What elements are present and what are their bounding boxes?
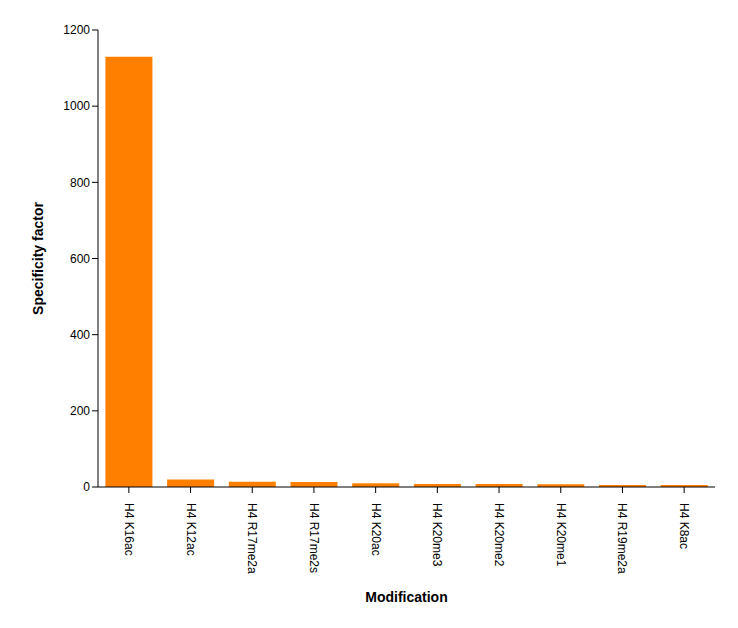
svg-text:H4 K16ac: H4 K16ac xyxy=(122,503,136,556)
svg-text:H4 K20me2: H4 K20me2 xyxy=(492,503,506,567)
svg-text:600: 600 xyxy=(70,252,90,266)
svg-text:H4 K20me1: H4 K20me1 xyxy=(554,503,568,567)
svg-text:1200: 1200 xyxy=(63,23,90,37)
svg-text:Modification: Modification xyxy=(365,589,447,605)
svg-text:H4 K20me3: H4 K20me3 xyxy=(430,503,444,567)
svg-text:H4 K20ac: H4 K20ac xyxy=(369,503,383,556)
svg-text:H4 R17me2a: H4 R17me2a xyxy=(245,503,259,574)
svg-text:400: 400 xyxy=(70,328,90,342)
svg-text:800: 800 xyxy=(70,176,90,190)
svg-text:H4 R17me2s: H4 R17me2s xyxy=(307,503,321,573)
svg-text:H4 K12ac: H4 K12ac xyxy=(184,503,198,556)
svg-text:H4 R19me2a: H4 R19me2a xyxy=(615,503,629,574)
svg-text:Specificity factor: Specificity factor xyxy=(30,202,46,315)
svg-text:H4 K8ac: H4 K8ac xyxy=(677,503,691,549)
svg-text:1000: 1000 xyxy=(63,99,90,113)
svg-text:200: 200 xyxy=(70,404,90,418)
svg-text:0: 0 xyxy=(83,480,90,494)
